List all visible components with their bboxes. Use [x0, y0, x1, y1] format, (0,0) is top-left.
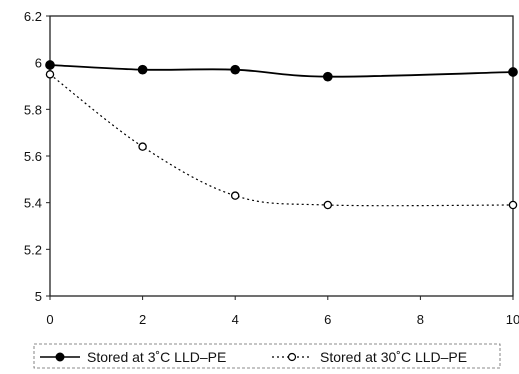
- legend-marker-series-2: [287, 352, 297, 362]
- y-tick-label: 6: [35, 56, 42, 71]
- x-tick-label: 6: [324, 312, 331, 327]
- y-tick-label: 5.4: [24, 196, 42, 211]
- x-tick-label: 0: [46, 312, 53, 327]
- series-2-point: [138, 142, 147, 151]
- series-2-point: [45, 70, 55, 79]
- series-1-point: [322, 71, 333, 82]
- y-tick-label: 6.2: [24, 9, 42, 24]
- y-tick-label: 5.8: [24, 102, 42, 117]
- y-tick-label: 5: [35, 289, 42, 304]
- series-1-point: [137, 64, 148, 75]
- x-axis-ticks: 0 2 4 6 8 10: [46, 296, 519, 327]
- series-1-point: [45, 60, 55, 70]
- series-2-point: [508, 200, 518, 210]
- series-1-point: [230, 64, 241, 75]
- legend-box: [33, 343, 501, 369]
- y-axis-ticks: 5 5.2 5.4 5.6 5.8 6 6.2: [24, 9, 50, 304]
- x-tick-label: 8: [417, 312, 424, 327]
- x-tick-label: 2: [139, 312, 146, 327]
- plot-area: [49, 15, 514, 297]
- x-tick-label: 10: [506, 312, 519, 327]
- series-1-point: [508, 67, 518, 77]
- series-2-point: [230, 191, 240, 200]
- series-2-point: [323, 200, 333, 210]
- series-line-1: [49, 64, 514, 78]
- y-tick-label: 5.2: [24, 242, 42, 257]
- x-tick-label: 4: [232, 312, 239, 327]
- legend-marker-series-1: [55, 352, 65, 362]
- legend: Stored at 3˚C LLD–PE Stored at 30˚C LLD–…: [33, 343, 501, 369]
- y-tick-label: 5.6: [24, 149, 42, 164]
- legend-label-series-2: Stored at 30˚C LLD–PE: [320, 349, 467, 365]
- series-layer: [45, 60, 518, 210]
- legend-label-series-1: Stored at 3˚C LLD–PE: [87, 349, 226, 365]
